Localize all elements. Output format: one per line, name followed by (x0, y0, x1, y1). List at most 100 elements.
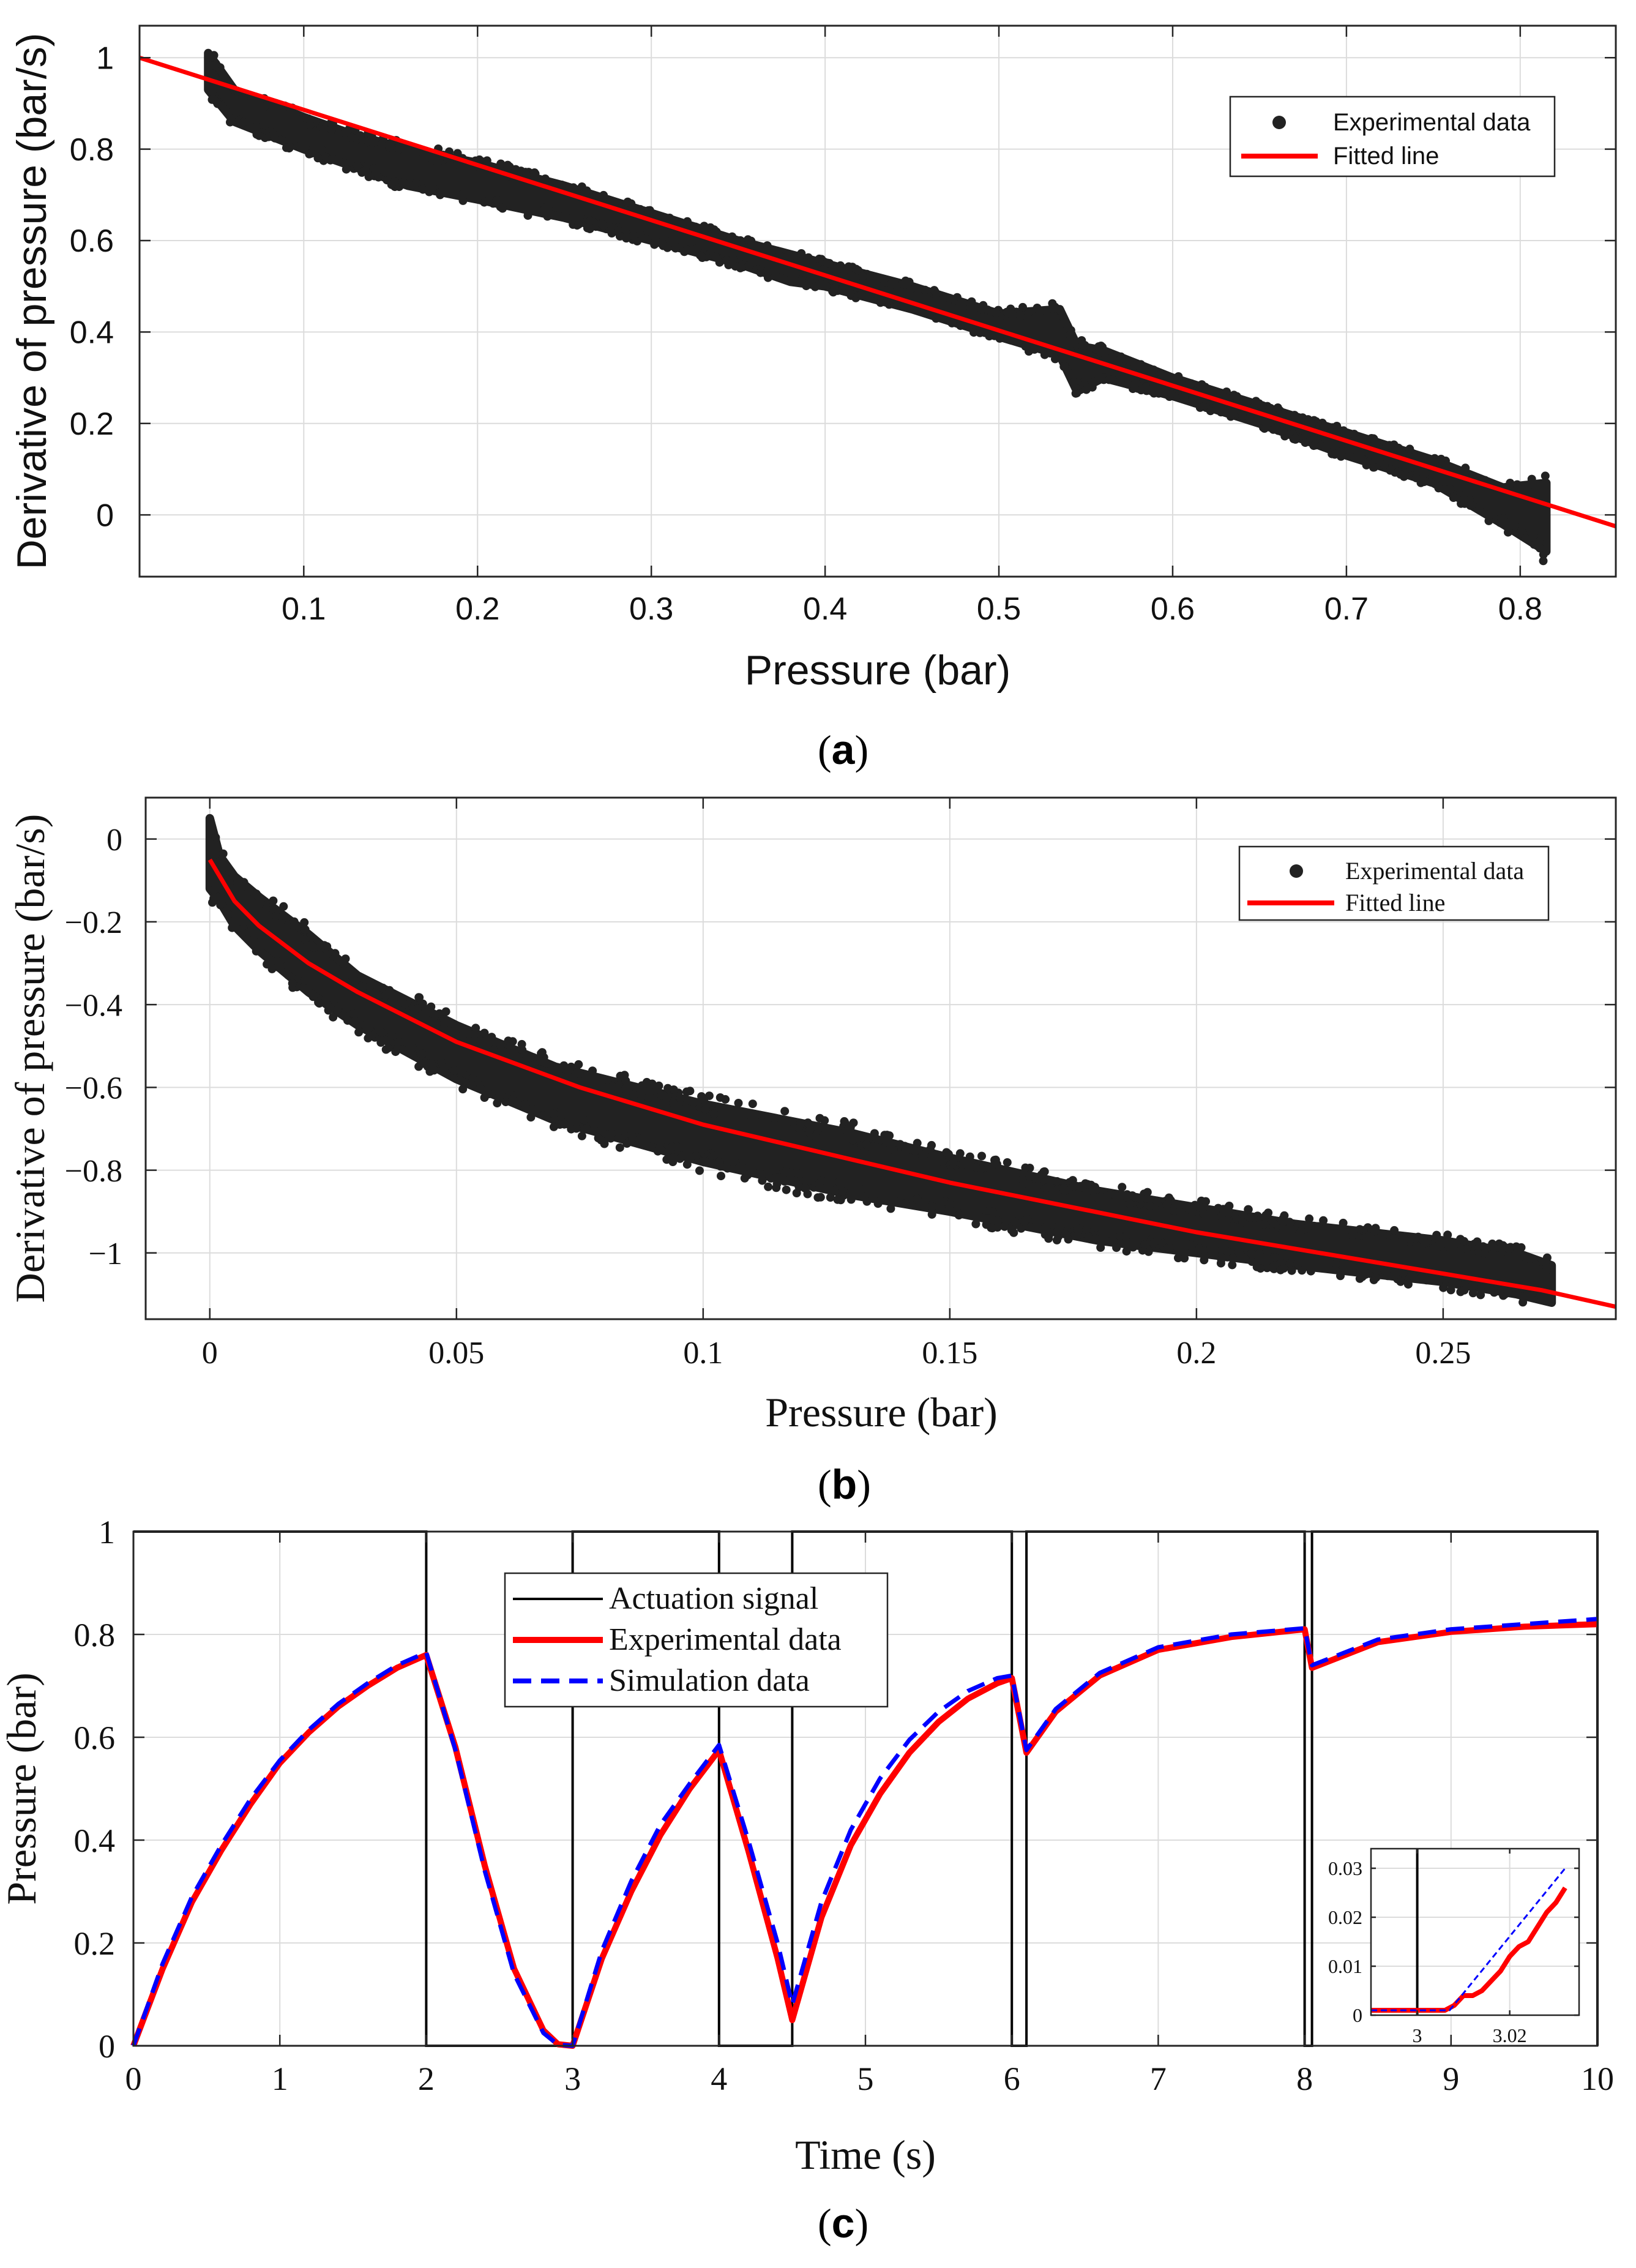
a-scatter-point (1271, 424, 1280, 433)
a-scatter-point (840, 266, 849, 275)
b-scatter-point (219, 849, 228, 858)
b-scatter-point (219, 861, 228, 870)
b-scatter-point (883, 1131, 892, 1140)
b-scatter-point (745, 1118, 755, 1127)
a-scatter-point (1226, 412, 1235, 421)
b-scatter-point (269, 896, 278, 905)
b-scatter-point (1298, 1266, 1307, 1275)
b-scatter-point (889, 1195, 898, 1204)
b-scatter-point (307, 941, 316, 950)
b-scatter-point (579, 1115, 588, 1125)
b-scatter-point (588, 1066, 597, 1076)
b-scatter-point (1199, 1209, 1208, 1218)
b-scatter-point (455, 1076, 465, 1084)
b-scatter-point (766, 1173, 775, 1183)
b-scatter-point (1536, 1291, 1545, 1300)
a-scatter-point (698, 253, 707, 262)
b-scatter-point (1319, 1216, 1328, 1225)
a-scatter-point (797, 276, 806, 285)
b-scatter-point (405, 1043, 414, 1052)
a-scatter-point (854, 266, 863, 275)
b-scatter-point (771, 1120, 779, 1129)
b-scatter-point (1473, 1237, 1482, 1246)
b-scatter-point (1110, 1191, 1119, 1200)
a-scatter-point (1167, 389, 1176, 399)
b-scatter-point (971, 1219, 980, 1229)
a-scatter-point (307, 149, 316, 158)
b-scatter-point (575, 1069, 584, 1079)
a-scatter-point (1442, 462, 1451, 471)
a-scatter-point (1541, 471, 1550, 481)
a-scatter-point (1217, 389, 1227, 398)
a-scatter-point (763, 241, 772, 250)
b-scatter-point (1096, 1192, 1105, 1202)
c-xtick-label: 2 (418, 2060, 435, 2097)
a-scatter-point (747, 236, 756, 245)
b-scatter-point (493, 1086, 502, 1095)
a-scatter-point (801, 258, 810, 267)
b-scatter-point (1053, 1227, 1062, 1236)
b-scatter-point (533, 1104, 542, 1113)
b-scatter-point (1118, 1183, 1127, 1192)
b-scatter-point (1175, 1201, 1184, 1210)
a-scatter-point (1105, 375, 1114, 384)
b-ytick-label: −0.8 (65, 1154, 122, 1189)
b-scatter-point (1097, 1229, 1106, 1238)
b-scatter-point (811, 1132, 820, 1141)
b-scatter-point (365, 982, 374, 991)
a-scatter-point (1298, 413, 1307, 422)
a-scatter-point (1051, 354, 1059, 364)
b-legend-box (1238, 845, 1550, 921)
b-scatter-point (1476, 1290, 1485, 1300)
b-scatter-point (615, 1143, 624, 1152)
a-scatter-point (1018, 302, 1027, 312)
a-scatter-point (700, 222, 709, 231)
a-scatter-point (1309, 441, 1318, 451)
a-scatter-point (887, 279, 896, 288)
b-scatter-point (1084, 1232, 1093, 1241)
b-scatter-point (484, 1040, 493, 1049)
a-scatter-point (976, 328, 985, 337)
a-scatter-point (1364, 457, 1373, 466)
b-scatter-point (329, 1012, 338, 1022)
b-scatter-point (283, 961, 292, 970)
b-scatter-point (1526, 1290, 1535, 1299)
b-scatter-point (801, 1184, 810, 1193)
c-ytick-label: 0 (99, 2028, 115, 2065)
a-scatter-point (1252, 417, 1261, 426)
a-scatter-point (219, 70, 228, 79)
b-scatter-point (567, 1062, 576, 1071)
a-scatter-point (683, 245, 692, 255)
b-scatter-point (224, 910, 233, 919)
b-scatter-point (468, 1080, 477, 1090)
b-scatter-point (992, 1159, 1001, 1169)
b-scatter-point (350, 1016, 359, 1025)
b-scatter-point (1432, 1230, 1441, 1240)
a-scatter-point (651, 233, 660, 242)
panel-c: 0 1 2 3 4 5 6 7 8 9 10 0 0.2 0.4 0.6 0.8 1 Time (s) Pres… (0, 1514, 1614, 2247)
a-scatter-point (1137, 360, 1146, 369)
a-scatter-point (1461, 463, 1470, 473)
b-scatter-point (920, 1150, 929, 1159)
b-scatter-point (1246, 1213, 1255, 1222)
a-scatter-point (1535, 544, 1544, 553)
b-scatter-point (582, 1124, 591, 1133)
a-scatter-point (385, 143, 394, 152)
b-scatter-point (315, 999, 324, 1008)
a-scatter-point (1446, 485, 1455, 494)
b-scatter-point (743, 1170, 752, 1180)
b-scatter-point (577, 1131, 586, 1140)
b-scatter-point (301, 935, 310, 945)
a-scatter-point (665, 237, 674, 246)
b-scatter-point (233, 878, 242, 888)
b-scatter-point (1234, 1248, 1244, 1256)
b-scatter-point (815, 1180, 824, 1189)
a-ytick-label: 1 (96, 40, 114, 76)
a-scatter-point (830, 264, 839, 274)
a-scatter-point (558, 181, 566, 189)
b-scatter-point (846, 1195, 856, 1204)
b-scatter-point (982, 1220, 991, 1229)
a-scatter-point (671, 244, 680, 253)
b-scatter-point (1126, 1199, 1134, 1208)
b-scatter-point (607, 1129, 616, 1139)
